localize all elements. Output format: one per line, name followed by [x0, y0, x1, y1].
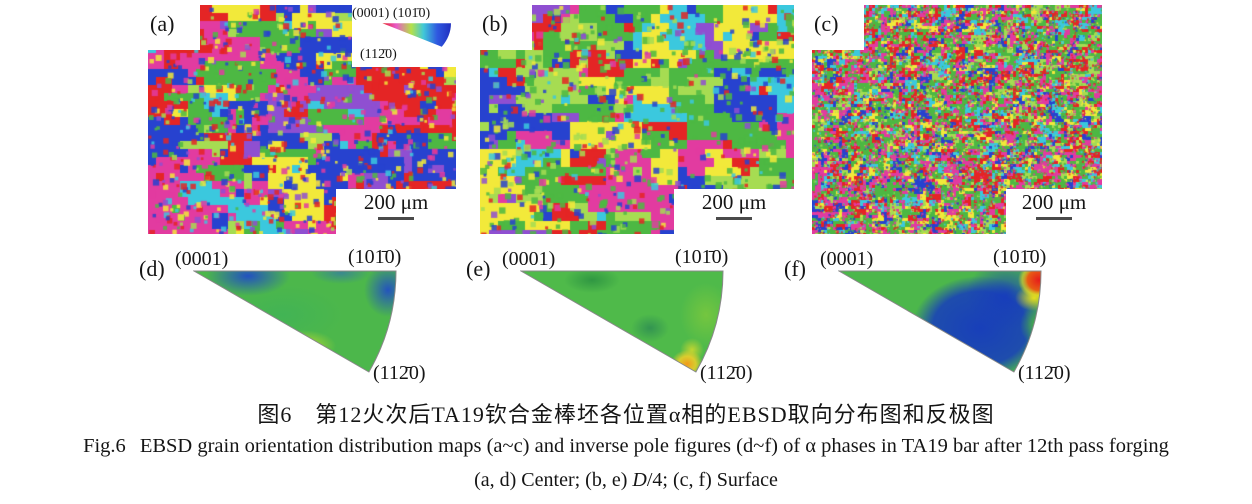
- caption-english: Fig.6 EBSD grain orientation distribution…: [0, 435, 1252, 458]
- pole-label-1120-f: (112̄0): [1018, 362, 1071, 384]
- caption-english-text: EBSD grain orientation distribution maps…: [139, 435, 1169, 457]
- caption-subfigure-legend: (a, d) Center; (b, e) D/4; (c, f) Surfac…: [0, 469, 1252, 492]
- ipf-key-top-label: (0001) (101̄0): [352, 6, 431, 21]
- caption-sub-part3: /4; (c, f) Surface: [646, 469, 778, 491]
- ebsd-map-a: (a) (0001) (101̄0) (112̄0): [148, 5, 456, 234]
- ipf-key-triangle-icon: [382, 23, 451, 47]
- pole-label-0001-e: (0001): [502, 248, 556, 270]
- pole-label-0001-f: (0001): [820, 248, 874, 270]
- ipf-wedge-e: [520, 270, 724, 373]
- pole-label-1010-e: (101̄0): [675, 246, 729, 268]
- scale-bar-text-b: 200 μm: [701, 190, 767, 214]
- scale-bar-line-c: [1036, 217, 1072, 221]
- panel-label-c: (c): [814, 11, 839, 36]
- panel-label-chip-c: (c): [812, 5, 864, 50]
- panel-label-a: (a): [150, 11, 175, 36]
- ebsd-map-b: (b) 200 μm: [480, 5, 794, 234]
- caption-figure-number: Fig.6: [83, 435, 126, 457]
- caption-sub-italic-d: D: [632, 469, 647, 491]
- ipf-color-key: (0001) (101̄0) (112̄0): [352, 5, 456, 67]
- caption-chinese: 图6 第12火次后TA19钦合金棒坯各位置α相的EBSD取向分布图和反极图: [257, 402, 995, 427]
- pole-label-1120-d: (112̄0): [373, 362, 426, 384]
- ipf-wedge-f: [838, 270, 1042, 373]
- ipf-figure-e: (e) (0001) (101̄0) (112̄0): [462, 243, 762, 391]
- ipf-key-bottom-label: (112̄0): [360, 47, 397, 62]
- caption-sub-part1: (a, d) Center; (b, e): [474, 469, 633, 491]
- ebsd-map-c: (c) 200 μm: [812, 5, 1102, 234]
- panel-label-chip-b: (b): [480, 5, 532, 50]
- panel-label-e: (e): [466, 256, 491, 281]
- panel-label-f: (f): [784, 256, 806, 281]
- scale-bar-c: 200 μm: [1006, 189, 1102, 234]
- pole-label-0001-d: (0001): [175, 248, 229, 270]
- panel-label-d: (d): [139, 256, 165, 281]
- pole-label-1010-f: (101̄0): [993, 246, 1047, 268]
- ipf-wedge-d: [193, 270, 397, 373]
- panel-label-b: (b): [482, 11, 508, 36]
- pole-label-1010-d: (101̄0): [348, 246, 402, 268]
- scale-bar-a: 200 μm: [336, 189, 456, 234]
- pole-label-1120-e: (112̄0): [700, 362, 753, 384]
- ipf-figure-d: (d) (0001) (101̄0) (112̄0): [135, 243, 435, 391]
- ipf-figure-f: (f) (0001) (101̄0) (112̄0): [780, 243, 1080, 391]
- scale-bar-text-a: 200 μm: [363, 190, 429, 214]
- scale-bar-line-b: [716, 217, 752, 221]
- scale-bar-line-a: [378, 217, 414, 221]
- scale-bar-b: 200 μm: [674, 189, 794, 234]
- scale-bar-text-c: 200 μm: [1021, 190, 1087, 214]
- panel-label-chip-a: (a): [148, 5, 200, 50]
